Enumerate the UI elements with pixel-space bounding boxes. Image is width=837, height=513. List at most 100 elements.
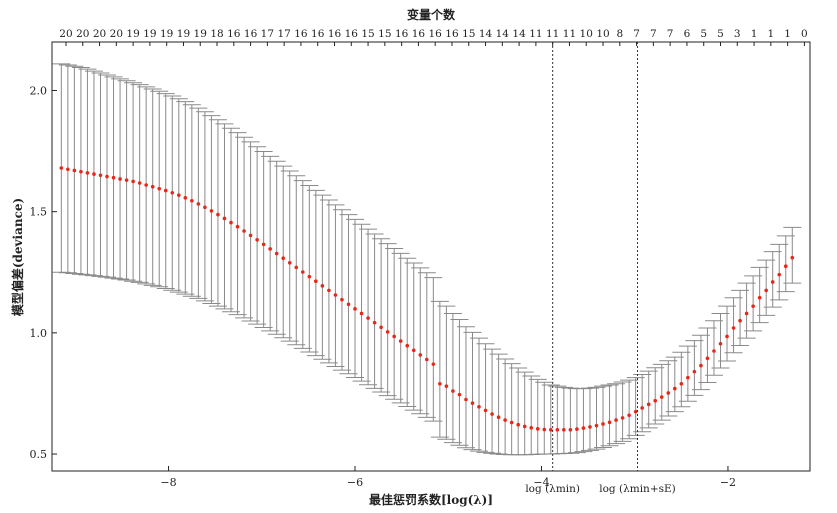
- data-point: [522, 424, 527, 429]
- top-tick-label: 16: [445, 28, 459, 40]
- data-point: [425, 357, 429, 362]
- data-point: [163, 188, 168, 193]
- data-point: [633, 409, 638, 414]
- data-point: [190, 198, 194, 203]
- data-point: [666, 391, 671, 395]
- top-tick-label: 15: [462, 28, 475, 40]
- data-point: [555, 427, 560, 432]
- x-tick-label: −2: [720, 476, 736, 489]
- data-point: [549, 427, 553, 432]
- x-tick-label: −4: [533, 476, 549, 489]
- data-point: [333, 293, 338, 297]
- top-tick-label: 16: [328, 28, 342, 40]
- data-point: [79, 169, 83, 174]
- data-point: [216, 212, 220, 217]
- top-tick-label: 0: [801, 28, 808, 40]
- top-axis-title: 变量个数: [407, 7, 456, 22]
- top-tick-label: 11: [546, 28, 559, 40]
- data-point: [307, 274, 312, 279]
- data-point: [790, 255, 795, 260]
- data-point: [607, 420, 612, 425]
- data-point: [340, 297, 344, 302]
- data-point: [366, 316, 370, 320]
- data-point: [150, 184, 155, 189]
- top-tick-label: 20: [76, 28, 89, 40]
- data-point: [509, 420, 514, 425]
- top-tick-label: 16: [412, 28, 426, 40]
- top-tick-label: 5: [700, 28, 707, 40]
- data-point: [705, 356, 710, 361]
- data-point: [581, 426, 586, 430]
- top-tick-label: 7: [667, 28, 674, 40]
- data-point: [516, 422, 520, 427]
- data-point: [248, 233, 253, 238]
- data-point: [176, 193, 181, 197]
- data-point: [359, 311, 364, 316]
- top-tick-label: 16: [429, 28, 443, 40]
- data-point: [314, 279, 318, 284]
- data-point: [738, 318, 742, 323]
- top-tick-label: 18: [210, 28, 223, 40]
- data-point: [783, 264, 788, 268]
- data-point: [105, 174, 109, 179]
- data-point: [392, 334, 396, 339]
- top-tick-label: 19: [126, 28, 139, 40]
- top-tick-label: 10: [580, 28, 593, 40]
- data-point: [640, 406, 644, 410]
- top-tick-label: 16: [244, 28, 258, 40]
- top-tick-label: 3: [734, 28, 741, 40]
- data-point: [222, 216, 227, 221]
- top-tick-label: 17: [277, 28, 290, 40]
- data-point: [620, 416, 625, 420]
- data-point: [137, 181, 142, 185]
- data-point: [157, 186, 162, 191]
- y-axis-title: 模型偏差(deviance): [10, 198, 25, 316]
- data-point: [85, 171, 90, 175]
- data-point: [470, 401, 475, 405]
- top-tick-label: 19: [194, 28, 207, 40]
- x-ticks-group: −8 −6 −4 −2: [160, 466, 736, 489]
- data-point: [379, 325, 383, 330]
- data-point: [535, 427, 540, 431]
- top-tick-label: 1: [767, 28, 774, 40]
- data-point: [751, 304, 755, 308]
- vlines-group: log (λmin) log (λmin+sE): [525, 42, 676, 495]
- data-point: [529, 426, 534, 430]
- data-point: [575, 427, 579, 431]
- data-point: [457, 392, 462, 397]
- errorbars-group: [52, 63, 802, 456]
- data-point: [764, 288, 768, 293]
- data-point: [261, 242, 266, 247]
- top-tick-label: 17: [261, 28, 274, 40]
- data-point: [770, 280, 775, 284]
- data-point: [98, 173, 103, 178]
- x-axis-title: 最佳惩罚系数[log(λ)]: [369, 492, 493, 507]
- top-tick-label: 20: [110, 28, 123, 40]
- data-point: [777, 272, 782, 277]
- top-tick-label: 14: [512, 28, 526, 40]
- data-point: [757, 295, 762, 300]
- data-point: [353, 307, 357, 311]
- top-tick-label: 11: [563, 28, 576, 40]
- top-tick-label: 16: [294, 28, 308, 40]
- data-point: [183, 196, 188, 200]
- data-point: [385, 330, 390, 334]
- data-point: [287, 261, 292, 265]
- data-point: [372, 320, 377, 325]
- data-point: [111, 175, 116, 180]
- data-point: [718, 341, 723, 346]
- data-point: [659, 395, 664, 399]
- data-point: [490, 412, 494, 416]
- data-point: [411, 348, 416, 353]
- data-point: [124, 178, 129, 182]
- data-point: [744, 311, 749, 316]
- data-point: [131, 179, 135, 184]
- data-point: [294, 265, 299, 270]
- data-point: [170, 190, 175, 195]
- data-point: [594, 423, 599, 428]
- top-tick-label: 8: [616, 28, 623, 40]
- data-point: [144, 183, 148, 187]
- y-ticks-group: 0.5 1.0 1.5 2.0: [30, 84, 57, 461]
- data-point: [268, 247, 272, 251]
